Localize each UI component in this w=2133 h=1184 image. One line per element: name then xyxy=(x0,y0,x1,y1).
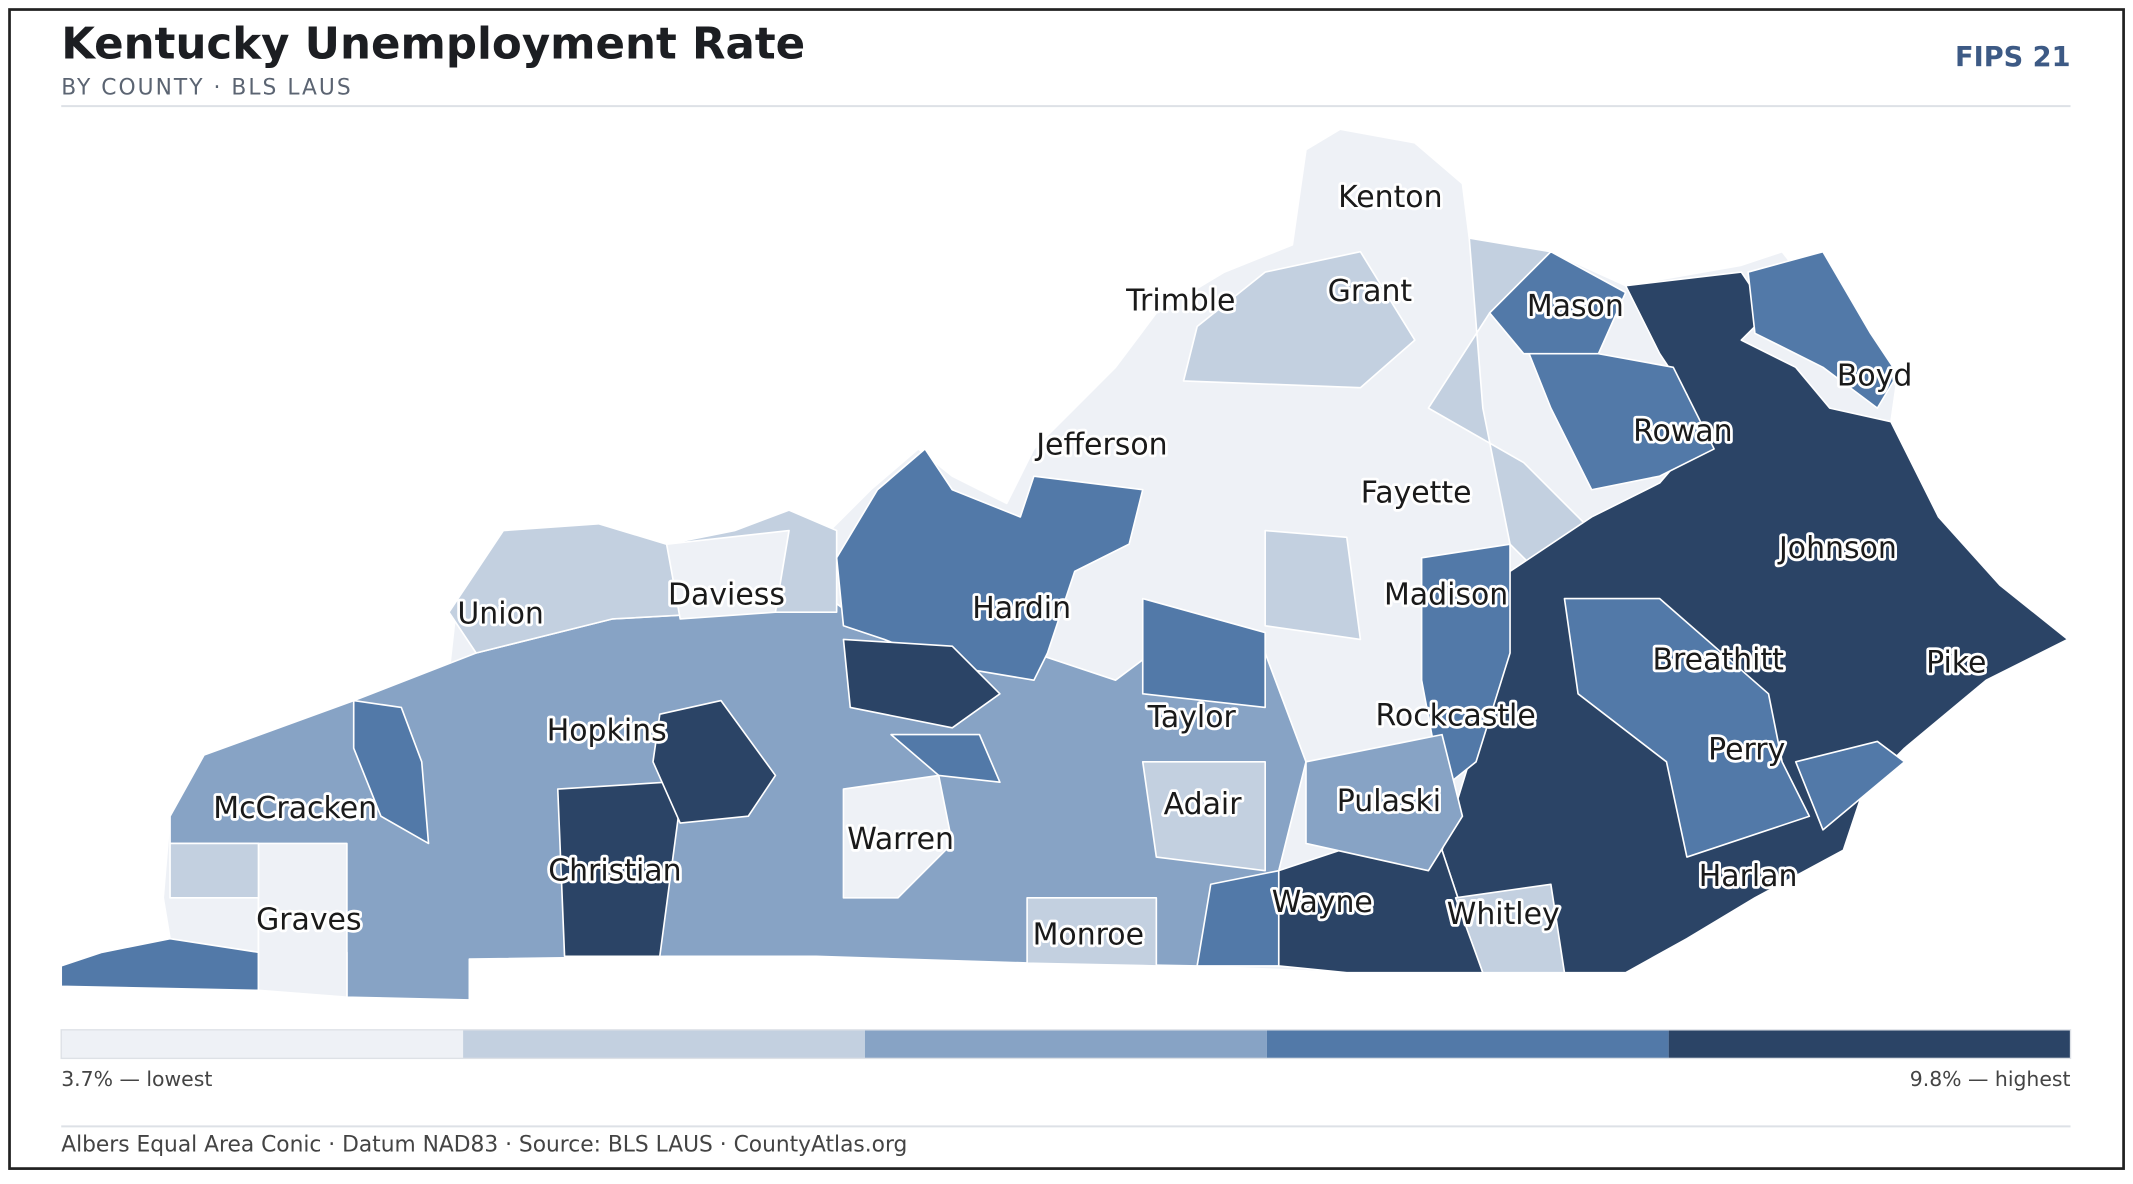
county-region xyxy=(652,699,777,824)
county-label: Wayne xyxy=(1272,885,1373,920)
county-label: Hardin xyxy=(972,591,1071,626)
county-label: Trimble xyxy=(1125,284,1235,319)
county-region xyxy=(1182,250,1416,389)
county-region xyxy=(1264,529,1362,641)
county-region xyxy=(665,529,790,620)
legend-swatch xyxy=(463,1029,865,1059)
county-label: Fayette xyxy=(1361,475,1472,510)
county-label: Grant xyxy=(1328,274,1413,309)
legend-min-label: 3.7% — lowest xyxy=(61,1067,212,1091)
county-label: Johnson xyxy=(1777,531,1897,566)
county-label: Pulaski xyxy=(1337,784,1441,819)
county-label: Hopkins xyxy=(547,713,667,748)
county-label: Taylor xyxy=(1147,700,1237,735)
county-label: Madison xyxy=(1384,577,1508,612)
legend-swatch xyxy=(1266,1029,1669,1059)
legend-swatch xyxy=(864,1029,1267,1059)
title: Kentucky Unemployment Rate xyxy=(61,19,805,69)
county-labels: Kenton Trimble Grant Mason Boyd Rowan Jefferso… xyxy=(211,177,1990,955)
county-region xyxy=(556,781,682,958)
county-label: Warren xyxy=(847,822,954,857)
county-region xyxy=(842,774,954,899)
county-label: Union xyxy=(457,596,543,631)
county-region xyxy=(1441,271,2069,974)
county-region xyxy=(1305,733,1464,872)
legend-border xyxy=(60,1029,2072,1060)
county-label: Jefferson xyxy=(1034,428,1167,463)
county-label: Christian xyxy=(548,854,681,889)
county-label: Boyd xyxy=(1837,358,1913,393)
county-regions xyxy=(60,128,2069,1001)
county-label: Perry xyxy=(1708,732,1785,767)
county-region xyxy=(1563,597,1811,858)
county-region xyxy=(1794,740,1906,831)
county-label: Graves xyxy=(256,902,361,937)
county-label: Harlan xyxy=(1699,859,1798,894)
footer: Albers Equal Area Conic · Datum NAD83 · … xyxy=(61,1132,907,1157)
county-label: Rockcastle xyxy=(1375,698,1535,733)
legend xyxy=(60,1029,2072,1060)
legend-swatch xyxy=(1668,1029,2071,1059)
county-region xyxy=(352,699,430,845)
legend-max-label: 9.8% — highest xyxy=(1910,1067,2071,1091)
legend-swatch xyxy=(61,1029,464,1059)
county-region xyxy=(1141,761,1266,872)
county-label: Rowan xyxy=(1633,414,1732,449)
fips-badge: FIPS 21 xyxy=(1955,42,2071,73)
county-label: Adair xyxy=(1164,787,1243,822)
county-region xyxy=(1026,897,1158,967)
county-region xyxy=(890,733,1001,784)
scene: Kentucky Unemployment Rate BY COUNTY · B… xyxy=(8,8,2125,1170)
county-region xyxy=(1747,250,1899,409)
county-label: Daviess xyxy=(668,577,785,612)
county-label: McCracken xyxy=(213,791,377,826)
county-region xyxy=(842,638,1001,729)
county-label: Breathitt xyxy=(1653,643,1785,678)
county-label: Monroe xyxy=(1033,917,1144,952)
county-label: Kenton xyxy=(1338,180,1442,215)
county-label: Whitley xyxy=(1447,897,1560,932)
county-label: Mason xyxy=(1527,289,1624,324)
county-region xyxy=(1420,543,1511,790)
county-region xyxy=(169,842,260,899)
county-region xyxy=(1522,339,1715,491)
county-region xyxy=(1141,597,1266,709)
county-region xyxy=(257,842,348,998)
county-region xyxy=(1454,883,1566,974)
county-region xyxy=(1488,250,1627,355)
county-label: Pike xyxy=(1926,645,1986,680)
subtitle: BY COUNTY · BLS LAUS xyxy=(61,75,353,100)
